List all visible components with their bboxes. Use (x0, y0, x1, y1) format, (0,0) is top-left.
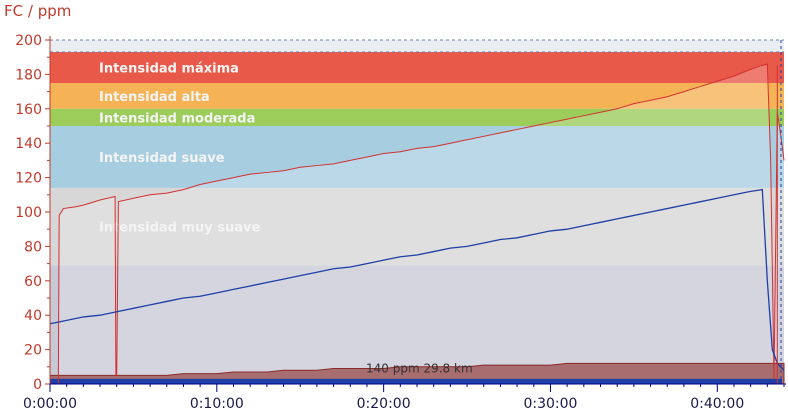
x-tick-label-2: 0:20:00 (357, 396, 411, 412)
x-tick-label-0: 0:00:00 (23, 396, 77, 412)
zone-band-1 (50, 83, 784, 109)
y-tick-label-10: 200 (15, 33, 42, 49)
y-tick-label-2: 40 (24, 308, 42, 324)
y-tick-label-4: 80 (24, 239, 42, 255)
hr-area-fill (50, 64, 784, 384)
y-tick-label-7: 140 (15, 136, 42, 152)
y-tick-label-0: 0 (33, 377, 42, 393)
series-line-0 (50, 63, 785, 385)
y-tick-label-6: 120 (15, 171, 42, 187)
zone-band-3 (50, 126, 784, 188)
zone-label-1: Intensidad alta (99, 90, 210, 105)
annotation-label: 140 ppm 29.8 km (366, 362, 473, 376)
y-tick-label-5: 100 (15, 205, 42, 221)
zone-label-4: Intensidad muy suave (99, 221, 261, 236)
x-tick-label-3: 0:30:00 (523, 396, 577, 412)
x-tick-label-4: 0:40:00 (690, 396, 744, 412)
zone-label-2: Intensidad moderada (99, 111, 255, 126)
zone-band-4 (50, 187, 784, 266)
y-tick-label-1: 20 (24, 343, 42, 359)
y-axis-title: FC / ppm (4, 2, 72, 20)
y-tick-label-8: 160 (15, 102, 42, 118)
zone-label-0: Intensidad máxima (99, 62, 239, 77)
zone-band-0 (50, 52, 784, 83)
y-tick-label-3: 60 (24, 274, 42, 290)
x-tick-label-1: 0:10:00 (190, 396, 244, 412)
zone-band-2 (50, 108, 784, 126)
bottom-bar (50, 378, 782, 384)
zone-label-3: Intensidad suave (99, 151, 225, 166)
y-tick-label-9: 180 (15, 67, 42, 83)
series-line-1 (49, 188, 785, 371)
